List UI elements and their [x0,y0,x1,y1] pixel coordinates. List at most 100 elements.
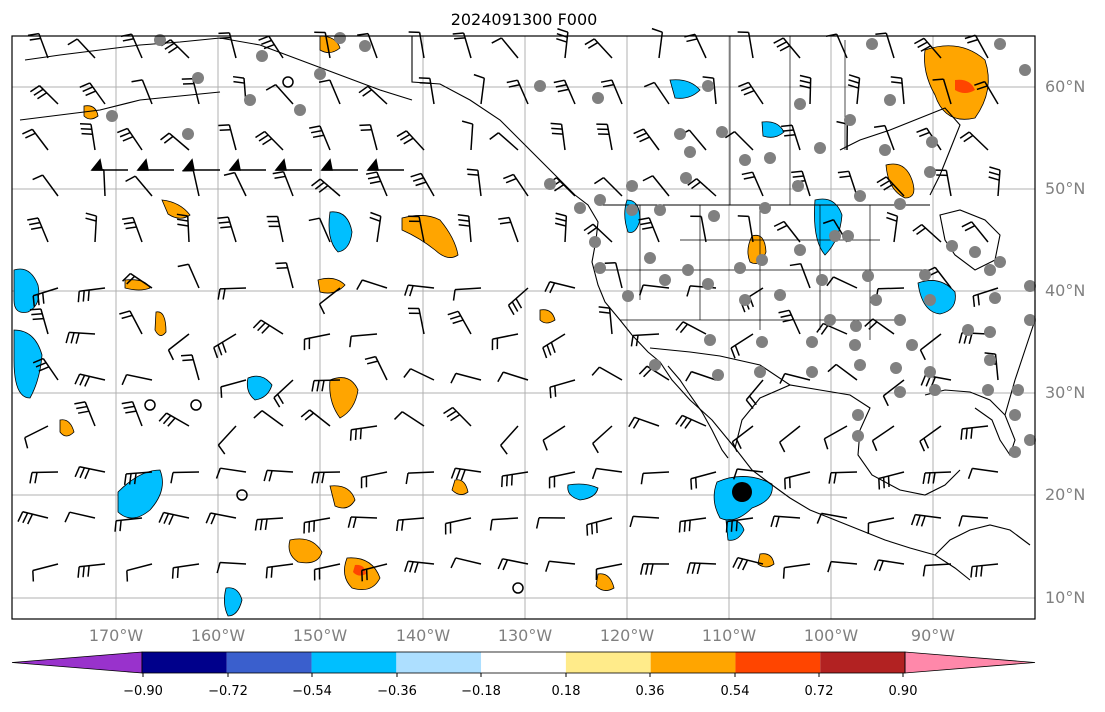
wind-flag [228,158,241,171]
lon-label: 160°W [190,626,246,645]
aleutian-islands [19,91,221,121]
wind-barb [24,425,49,449]
station-dot [756,254,768,266]
wind-barb [591,467,623,480]
wind-barb [745,379,764,410]
wind-barb [912,223,942,243]
wind-barb [507,287,529,316]
wind-barb [687,178,717,197]
colorbar-tick-label: 0.18 [551,684,581,699]
station-dot [684,146,696,158]
station-dot [106,110,118,122]
wind-barb [32,357,59,381]
station-dot [919,269,931,281]
wind-barb [882,379,905,407]
station-dot [764,152,776,164]
wind-flag [136,158,149,171]
wind-barb [32,563,59,582]
wind-barb [684,33,707,59]
station-dot [792,180,804,192]
wind-barb [491,333,519,351]
wind-barb [258,35,284,59]
wind-barb [450,467,482,481]
wind-barb [126,563,153,582]
wind-barb [737,31,754,59]
lat-label: 60°N [1045,77,1086,96]
wind-barb [311,379,341,392]
wind-barb [356,279,388,290]
station-dot [929,384,941,396]
negative-anomaly-area [725,519,745,541]
wind-barb [452,287,482,301]
station-dot [644,252,656,264]
wind-barb [176,213,190,243]
wind-barb [450,372,482,384]
station-dot [852,430,864,442]
station-dot [1019,64,1031,76]
wind-barb [556,28,569,59]
colorbar-tick-label: −0.54 [292,684,332,699]
station-dot [989,292,1001,304]
wind-barb [311,471,341,484]
lon-label: 90°W [910,626,956,645]
positive-anomaly-area [401,215,459,258]
hudson-bay-coast [839,107,961,196]
station-dot [866,38,878,50]
station-dot [759,202,771,214]
wind-barb [725,517,754,533]
station-dot [544,178,556,190]
wind-barb [643,81,670,105]
station-dot [926,136,938,148]
wind-barb [85,212,98,243]
positive-anomaly-area [539,309,556,324]
wind-barb [275,262,294,289]
wind-barb [218,124,237,151]
wind-barb [77,563,106,578]
wind-barb [741,171,764,197]
wind-barb [730,333,754,359]
wind-barb [170,471,200,484]
colorbar-segment [565,652,651,673]
wind-barb [79,82,106,105]
negative-anomaly-area [224,587,243,617]
station-dot [814,142,826,154]
wind-barb [837,170,858,197]
wind-barb [773,37,801,59]
wind-barb [642,175,670,197]
wind-barb [404,560,435,573]
wind-barb [782,563,811,579]
station-dot [256,50,268,62]
positive-anomaly-area [955,79,975,93]
wind-barb [205,512,237,525]
wind-barb [223,171,247,197]
wind-barb [408,31,425,59]
station-dot [844,114,856,126]
wind-barb [122,216,143,243]
colorbar-tick-label: 0.36 [635,684,665,699]
station-dot [890,362,902,374]
wind-barb [702,76,717,105]
wind-barb [731,425,754,453]
colorbar-segment [735,652,821,673]
wind-barb [778,309,801,335]
colorbar-tick-label: −0.18 [461,684,501,699]
wind-barb [919,333,942,361]
wind-barb [638,284,670,296]
negative-anomaly-area [117,469,163,519]
station-dot [906,339,918,351]
wind-barb [182,169,200,197]
wind-barb [265,563,294,579]
state-borders [600,205,930,340]
florida-coastline [924,389,1016,457]
wind-barb [873,124,895,151]
station-dot [850,320,862,332]
wind-barb [737,215,754,243]
wind-flag [90,158,103,171]
colorbar-segment [650,652,736,673]
wind-barb [651,27,664,59]
calm-wind-circles [144,76,524,594]
wind-barb [592,425,613,454]
wind-barb [32,174,59,197]
wind-barb [686,562,717,575]
negative-anomaly-area [13,268,40,313]
